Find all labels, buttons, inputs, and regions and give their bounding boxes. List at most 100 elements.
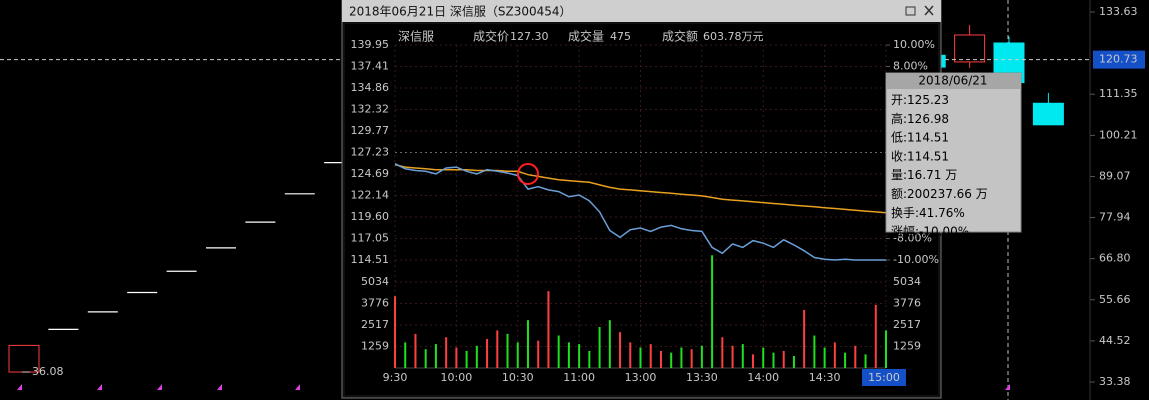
price-tick-label: 132.32: [351, 102, 390, 115]
restore-button[interactable]: [905, 6, 916, 16]
tooltip-label: 开:: [891, 93, 907, 107]
markers: [17, 384, 1010, 390]
volume-bar: [874, 304, 877, 368]
price-tick-label: 124.69: [351, 167, 390, 180]
volume-bar: [844, 352, 847, 368]
y-tick-label: 111.35: [1099, 87, 1138, 100]
tooltip-label: 换手:: [891, 205, 919, 219]
volume-bar: [762, 347, 765, 368]
close-icon: [924, 5, 934, 16]
volume-bar: [619, 332, 622, 368]
volume-bar: [700, 345, 703, 368]
field-label: 成交量: [568, 29, 604, 44]
tooltip-label: 高:: [891, 110, 907, 125]
volume-bar: [680, 347, 683, 368]
volume-bar: [465, 350, 468, 368]
tooltip-box: [885, 72, 1022, 233]
price-tag-label: 120.73: [1099, 53, 1138, 66]
volume-bar: [608, 320, 611, 368]
price-tick-label: 117.05: [351, 232, 390, 245]
volume-bar: [864, 354, 867, 368]
y-tick-label: 33.38: [1099, 375, 1131, 388]
volume-bar: [885, 330, 887, 368]
time-label: 10:30: [502, 371, 534, 384]
candle-body: [8, 344, 40, 373]
event-marker: [217, 384, 222, 390]
event-marker: [97, 384, 102, 390]
tooltip-row: 收:114.51: [891, 149, 949, 163]
volume-bar: [772, 352, 775, 368]
pct-tick-label: -8.00%: [893, 232, 932, 245]
tooltip-row: 开:125.23: [891, 93, 949, 107]
volume-bar: [588, 350, 591, 368]
time-label: 11:00: [563, 371, 595, 384]
pct-tick-label: -10.00%: [893, 253, 939, 266]
volume-bar: [404, 342, 407, 368]
tooltip-label: 低:: [891, 130, 907, 144]
price-tick-label: 119.60: [351, 210, 390, 223]
pct-tick-label: 8.00%: [893, 60, 928, 73]
time-label: 14:30: [809, 371, 841, 384]
volume-bar: [721, 337, 724, 368]
volume-bar: [578, 344, 581, 368]
volume-bar: [782, 350, 785, 368]
volume-bar: [394, 296, 396, 368]
volume-bar: [506, 333, 509, 368]
y-tick-label: 89.07: [1099, 169, 1131, 182]
price-tick-label: 122.14: [351, 189, 390, 202]
price-tick-label: 114.51: [351, 253, 390, 266]
y-tick-label: 100.21: [1099, 128, 1138, 141]
volume-bar: [792, 356, 795, 368]
volume-bar: [649, 344, 652, 368]
volume-tick-label: 3776: [893, 296, 921, 309]
volume-tick-label: 5034: [893, 275, 921, 288]
volume-bar: [537, 340, 540, 368]
volume-tick-label: 2517: [893, 318, 921, 331]
volume-bar: [741, 344, 744, 368]
volume-bar: [486, 338, 489, 368]
y-tick-label: 77.94: [1099, 211, 1131, 224]
price-tick-label: 127.23: [351, 146, 390, 159]
tooltip-value: 16.71 万: [907, 168, 957, 182]
price-tick-label: 129.77: [351, 124, 390, 137]
volume-bar: [414, 333, 417, 368]
pct-tick-label: 10.00%: [893, 38, 935, 51]
event-marker: [157, 384, 162, 390]
tooltip-value: 125.23: [907, 93, 949, 107]
volume-bar: [424, 349, 427, 368]
average-line: [394, 163, 887, 214]
volume-tick-label: 1259: [361, 339, 389, 352]
volume-bar: [516, 342, 519, 368]
time-label: 9:30: [383, 371, 408, 384]
candle-body: [1032, 102, 1064, 126]
time-label: 13:30: [686, 371, 718, 384]
volume-bar: [639, 347, 642, 368]
price-line: [394, 163, 886, 261]
volume-bar: [455, 347, 458, 368]
stock-name: 深信服: [398, 30, 434, 44]
popup-title: 2018年06月21日 深信服（SZ300454）: [349, 5, 572, 19]
volume-bar: [526, 320, 529, 368]
volume-bar: [629, 342, 632, 368]
volume-bar: [731, 345, 734, 368]
tooltip-value: 200237.66 万: [907, 187, 988, 201]
y-tick-label: 55.66: [1099, 293, 1131, 306]
highlight-circle: [517, 163, 539, 185]
volume-bar: [752, 354, 755, 368]
close-button[interactable]: [924, 5, 934, 16]
price-tick-label: 134.86: [351, 81, 390, 94]
tooltip-row: 高:126.98: [891, 110, 949, 125]
tooltip-value: -10.00%: [919, 224, 969, 238]
tooltip-row: 额:200237.66 万: [891, 187, 988, 201]
tooltip-row: 低:114.51: [891, 130, 949, 144]
candle-body: [954, 34, 986, 63]
tooltip-label: 收:: [891, 149, 907, 163]
tooltip-header: [886, 73, 1021, 89]
tooltip-row: 量:16.71 万: [891, 168, 957, 182]
price-tick-label: 137.41: [351, 59, 390, 72]
y-tick-label: 133.63: [1099, 5, 1138, 18]
event-marker: [1005, 384, 1010, 390]
volume-bar: [659, 350, 662, 368]
volume-bar: [833, 342, 836, 368]
tooltip-value: 114.51: [907, 149, 949, 163]
